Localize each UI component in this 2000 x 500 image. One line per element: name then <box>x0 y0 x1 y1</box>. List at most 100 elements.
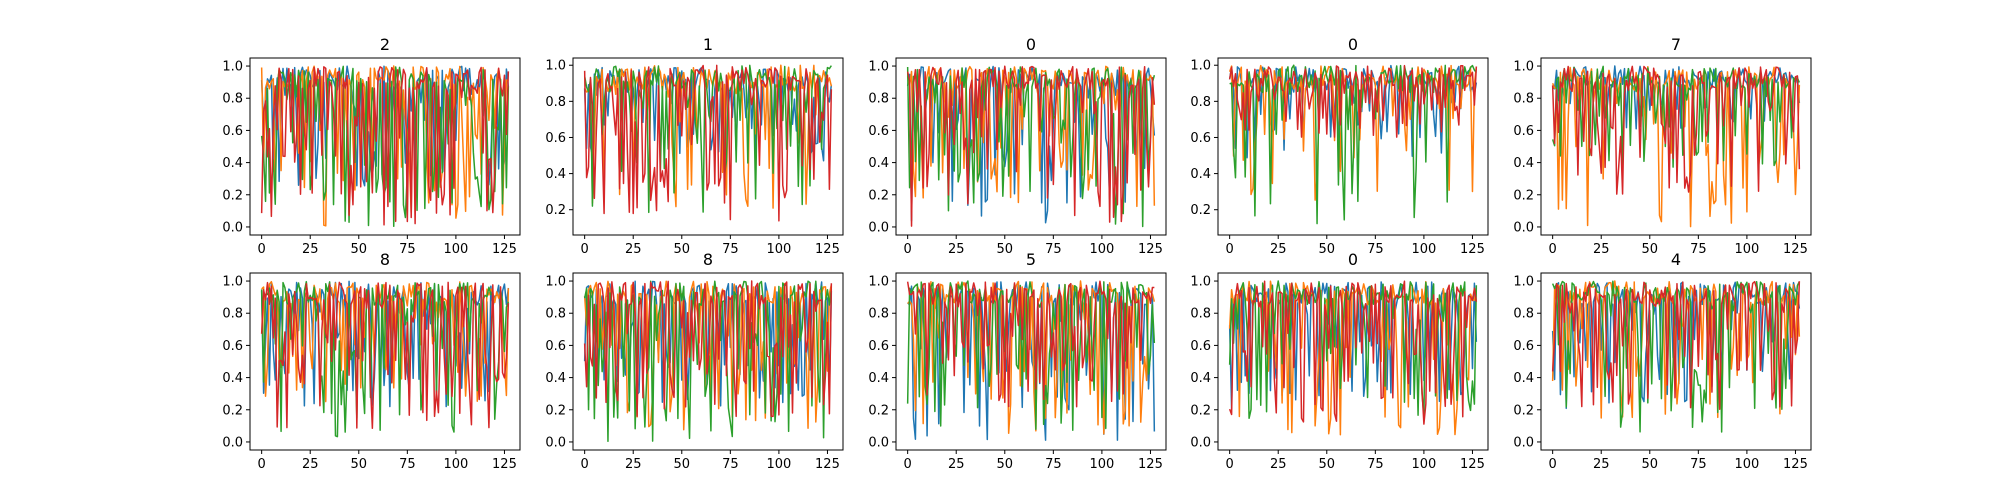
x-tick-label: 0 <box>581 242 589 257</box>
series-line-4 <box>1551 65 1801 195</box>
y-tick-label: 0.4 <box>1513 371 1534 386</box>
series-group <box>1228 280 1478 436</box>
subplot-6: 0 25 50 75 100 125 0.0 0.2 0.4 0.6 0.8 1.0 8 <box>222 250 521 472</box>
x-tick-label: 100 <box>443 457 468 472</box>
x-tick-label: 125 <box>1460 242 1485 257</box>
series-line-4 <box>260 66 510 226</box>
x-tick-label: 50 <box>1319 457 1336 472</box>
x-tick-label: 125 <box>1138 242 1163 257</box>
series-line-4 <box>1551 280 1801 411</box>
y-tick-label: 1.0 <box>1190 275 1211 290</box>
subplot-2: 0 25 50 75 100 125 0.2 0.4 0.6 0.8 1.0 1 <box>545 35 844 257</box>
subplot-7: 0 25 50 75 100 125 0.0 0.2 0.4 0.6 0.8 1.0 8 <box>545 250 844 472</box>
y-tick-label: 0.0 <box>1513 435 1534 450</box>
series-group <box>1551 65 1801 228</box>
y-tick-label: 0.6 <box>868 339 889 354</box>
axes-frame <box>1217 272 1489 451</box>
x-tick-label: 75 <box>1045 457 1062 472</box>
y-tick-label: 0.0 <box>222 220 243 235</box>
y-tick-label: 0.8 <box>1190 95 1211 110</box>
y-tick-label: 0.8 <box>1190 307 1211 322</box>
series-group <box>906 65 1156 228</box>
axes-frame <box>572 272 844 451</box>
x-tick-label: 0 <box>1226 457 1234 472</box>
x-tick-label: 50 <box>674 242 691 257</box>
x-tick-label: 50 <box>351 457 368 472</box>
x-tick-label: 75 <box>1045 242 1062 257</box>
y-tick-label: 0.2 <box>868 188 889 203</box>
x-tick-label: 25 <box>302 242 319 257</box>
x-tick-label: 50 <box>674 457 691 472</box>
y-tick-label: 0.4 <box>868 371 889 386</box>
y-tick-label: 0.4 <box>868 156 889 171</box>
y-tick-label: 0.0 <box>1190 435 1211 450</box>
subplot-title: 2 <box>380 35 390 54</box>
y-tick-label: 0.6 <box>545 339 566 354</box>
series-line-3 <box>260 280 510 438</box>
y-tick-label: 1.0 <box>1513 60 1534 75</box>
x-tick-label: 75 <box>399 457 416 472</box>
y-tick-label: 0.4 <box>1190 371 1211 386</box>
x-tick-label: 25 <box>625 457 642 472</box>
subplot-title: 1 <box>703 35 713 54</box>
series-group <box>260 280 510 438</box>
series-line-4 <box>583 280 833 418</box>
y-tick-label: 0.8 <box>545 95 566 110</box>
series-line-1 <box>583 280 833 407</box>
y-tick-label: 0.2 <box>545 403 566 418</box>
x-tick-label: 50 <box>1642 457 1659 472</box>
subplot-title: 8 <box>380 250 390 269</box>
x-tick-label: 75 <box>399 242 416 257</box>
y-tick-label: 0.6 <box>1513 124 1534 139</box>
y-tick-label: 0.2 <box>1513 403 1534 418</box>
axes-frame <box>249 272 521 451</box>
subplot-title: 7 <box>1671 35 1681 54</box>
series-line-4 <box>1228 64 1478 138</box>
subplot-title: 0 <box>1348 35 1358 54</box>
y-tick-label: 0.4 <box>222 371 243 386</box>
x-tick-label: 75 <box>1367 242 1384 257</box>
x-tick-label: 100 <box>1734 457 1759 472</box>
x-tick-label: 100 <box>1089 457 1114 472</box>
x-tick-label: 25 <box>948 242 965 257</box>
y-tick-label: 0.4 <box>545 371 566 386</box>
y-tick-label: 0.8 <box>868 307 889 322</box>
y-tick-label: 0.8 <box>222 307 243 322</box>
subplot-title: 4 <box>1671 250 1681 269</box>
x-tick-label: 0 <box>904 242 912 257</box>
series-line-3 <box>1551 65 1801 168</box>
x-tick-label: 25 <box>1270 242 1287 257</box>
series-line-4 <box>260 281 510 430</box>
y-tick-label: 0.6 <box>1513 339 1534 354</box>
axes-frame <box>572 57 844 236</box>
x-tick-label: 0 <box>1226 242 1234 257</box>
series-group <box>583 280 833 443</box>
series-line-3 <box>906 280 1156 431</box>
subplot-1: 0 25 50 75 100 125 0.0 0.2 0.4 0.6 0.8 1.0 2 <box>222 35 521 257</box>
y-tick-label: 0.8 <box>222 92 243 107</box>
subplot-4: 0 25 50 75 100 125 0.2 0.4 0.6 0.8 1.0 0 <box>1190 35 1489 257</box>
y-tick-label: 1.0 <box>545 59 566 74</box>
y-tick-label: 0.0 <box>1513 220 1534 235</box>
y-tick-label: 0.2 <box>868 403 889 418</box>
y-tick-label: 0.0 <box>545 435 566 450</box>
y-tick-label: 0.2 <box>1513 188 1534 203</box>
y-tick-label: 0.8 <box>545 307 566 322</box>
x-tick-label: 25 <box>948 457 965 472</box>
y-tick-label: 0.2 <box>222 403 243 418</box>
subplot-5: 0 25 50 75 100 125 0.0 0.2 0.4 0.6 0.8 1.0 7 <box>1513 35 1812 257</box>
x-tick-label: 125 <box>492 242 517 257</box>
x-tick-label: 0 <box>904 457 912 472</box>
x-tick-label: 125 <box>1138 457 1163 472</box>
x-tick-label: 100 <box>1089 242 1114 257</box>
axes-frame <box>249 57 521 236</box>
axes-frame <box>1540 272 1812 451</box>
x-tick-label: 0 <box>581 457 589 472</box>
y-tick-label: 0.6 <box>222 124 243 139</box>
subplot-title: 8 <box>703 250 713 269</box>
x-tick-label: 75 <box>722 242 739 257</box>
series-line-2 <box>906 65 1156 208</box>
series-line-2 <box>1228 280 1478 436</box>
axes-frame <box>1540 57 1812 236</box>
